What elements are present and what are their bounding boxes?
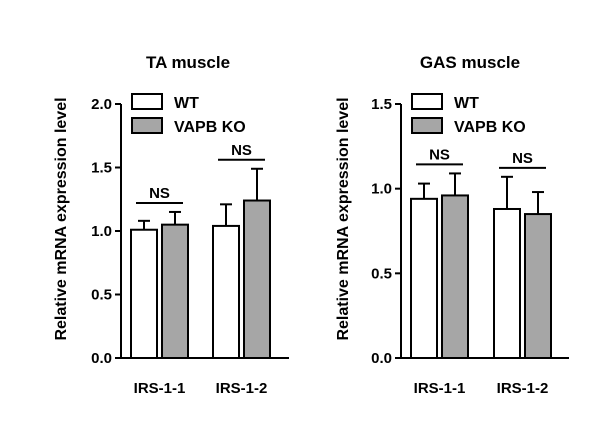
x-tick-label: IRS-1-2 [216, 380, 268, 397]
y-tick-label: 1.5 [371, 96, 392, 113]
y-tick-label: 1.5 [91, 160, 112, 177]
legend-swatch [412, 118, 442, 133]
y-tick-label: 0.5 [371, 265, 392, 282]
legend-swatch [412, 94, 442, 109]
y-tick-label: 1.0 [91, 223, 112, 240]
bar-vapb-ko [442, 195, 468, 358]
chart-title: TA muscle [146, 53, 230, 72]
bar-wt [213, 226, 239, 358]
bar-vapb-ko [525, 214, 551, 358]
significance-label: NS [429, 146, 450, 163]
legend-label: WT [454, 95, 479, 112]
significance-label: NS [149, 185, 170, 202]
legend-swatch [132, 94, 162, 109]
legend-swatch [132, 118, 162, 133]
bar-wt [131, 230, 157, 358]
x-tick-label: IRS-1-2 [497, 380, 549, 397]
panel-gas-muscle: GAS muscle Relative mRNA expression level… [335, 53, 569, 397]
chart-title: GAS muscle [420, 53, 520, 72]
bar-vapb-ko [244, 201, 270, 358]
y-tick-label: 0.0 [371, 350, 392, 367]
significance-label: NS [512, 150, 533, 167]
significance-label: NS [231, 142, 252, 159]
bar-wt [411, 199, 437, 358]
y-tick-label: 0.0 [91, 350, 112, 367]
legend-label: VAPB KO [174, 119, 246, 136]
bar-wt [494, 209, 520, 358]
panel-ta-muscle: TA muscle Relative mRNA expression level 0… [53, 53, 289, 397]
y-axis-label: Relative mRNA expression level [53, 97, 70, 340]
y-tick-label: 1.0 [371, 181, 392, 198]
x-tick-label: IRS-1-1 [414, 380, 466, 397]
y-tick-label: 0.5 [91, 287, 112, 304]
x-tick-label: IRS-1-1 [134, 380, 186, 397]
legend-label: VAPB KO [454, 119, 526, 136]
legend-label: WT [174, 95, 199, 112]
y-tick-label: 2.0 [91, 96, 112, 113]
y-axis-label: Relative mRNA expression level [335, 97, 352, 340]
bar-vapb-ko [162, 225, 188, 358]
